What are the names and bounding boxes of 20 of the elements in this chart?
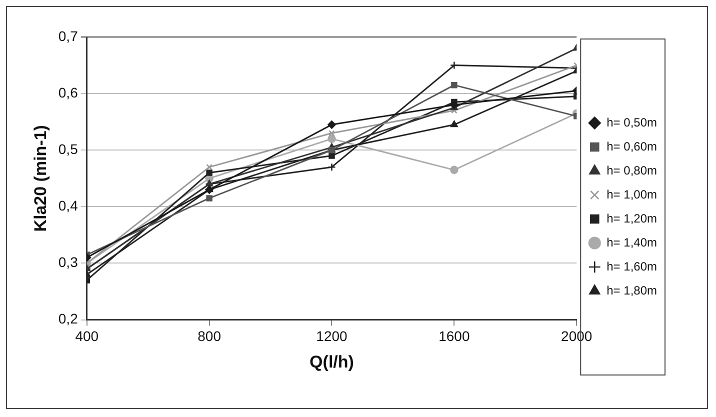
x-tick-label: 1200	[316, 328, 348, 344]
legend-label: h= 1,20m	[606, 211, 658, 226]
y-tick-label: 0,7	[58, 28, 78, 44]
x-tick-label: 400	[75, 328, 99, 344]
x-tick-label: 1600	[438, 328, 470, 344]
y-tick-label: 0,3	[58, 254, 78, 270]
legend-label: h= 1,60m	[606, 259, 658, 274]
legend-label: h= 1,40m	[606, 235, 658, 250]
legend-label: h= 0,80m	[606, 163, 658, 178]
x-axis-title: Q(l/h)	[310, 352, 354, 372]
y-tick-label: 0,6	[58, 84, 78, 100]
y-tick-label: 0,5	[58, 140, 78, 157]
legend-label: h= 0,50m	[606, 115, 658, 130]
legend-label: h= 1,00m	[606, 187, 658, 202]
legend-label: h= 1,80m	[606, 283, 658, 298]
y-tick-label: 0,4	[58, 198, 78, 214]
x-tick-label: 800	[198, 328, 222, 344]
legend-label: h= 0,60m	[606, 139, 658, 154]
y-tick-label: 0,2	[58, 310, 78, 327]
y-axis-title: Kla20 (min-1)	[30, 125, 50, 232]
